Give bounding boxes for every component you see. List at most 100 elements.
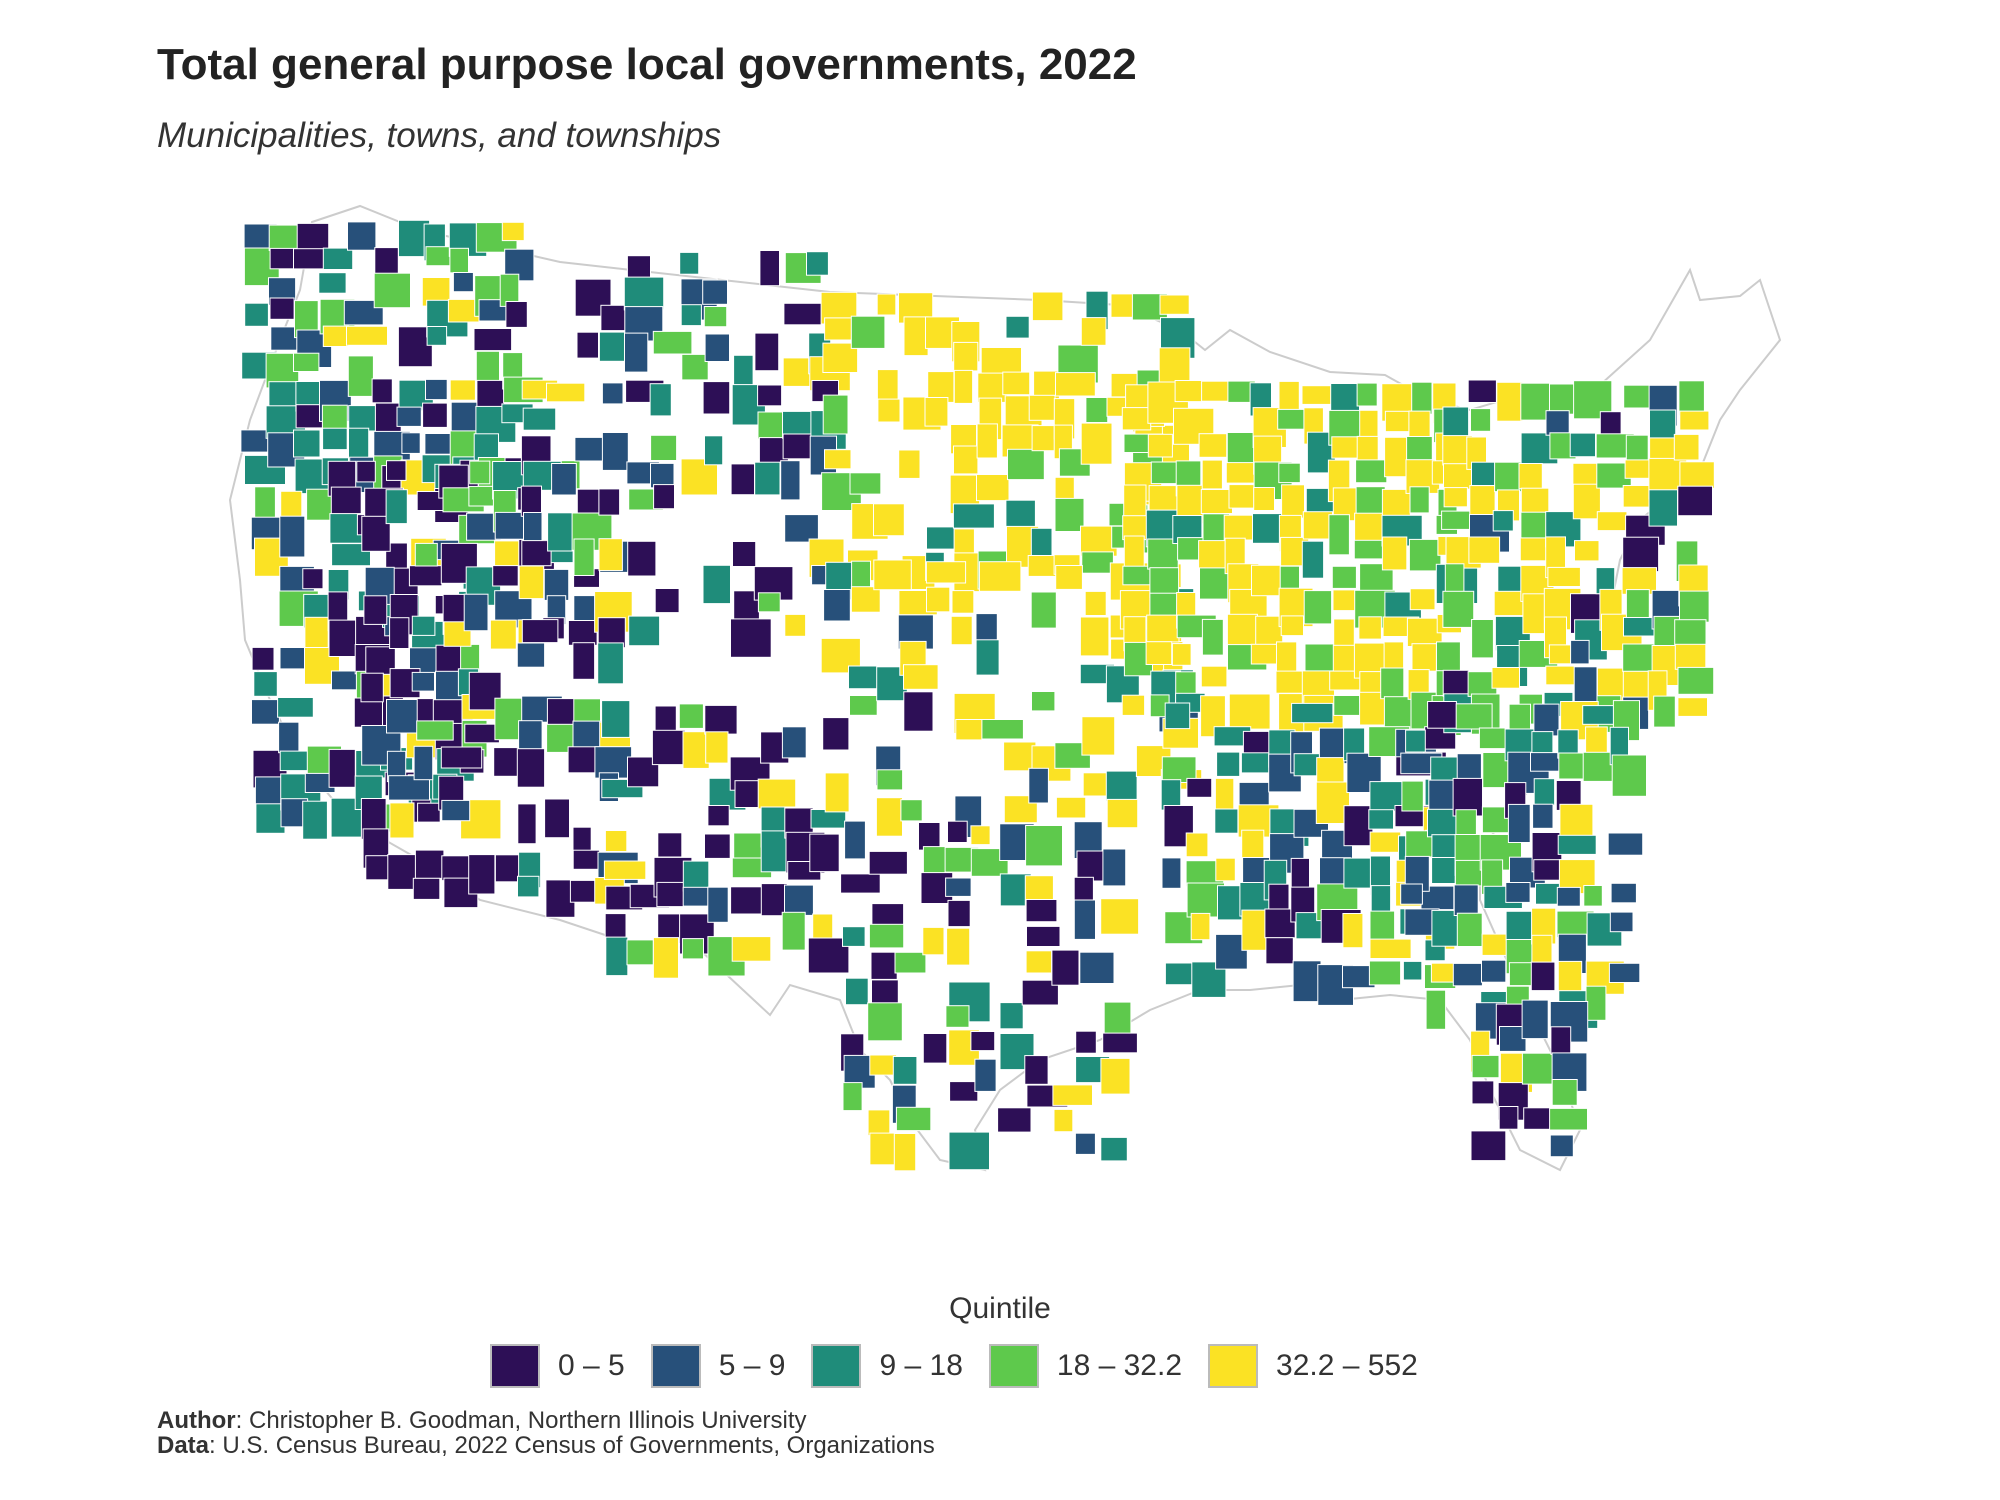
county-polygon [302, 800, 328, 840]
county-polygon [411, 671, 436, 692]
county-polygon [1648, 489, 1678, 527]
county-polygon [1469, 485, 1496, 516]
legend-item: 32.2 – 552 [1208, 1344, 1418, 1388]
county-polygon [1215, 857, 1236, 882]
county-polygon [1622, 536, 1660, 573]
author-label: Author [157, 1407, 236, 1434]
county-polygon [1583, 885, 1603, 907]
county-polygon [1599, 411, 1622, 436]
legend-label: 5 – 9 [718, 1349, 786, 1382]
county-polygon [1121, 407, 1152, 431]
county-polygon [1190, 912, 1211, 941]
county-polygon [868, 850, 908, 875]
county-polygon [1585, 985, 1607, 1021]
county-polygon [947, 820, 968, 844]
county-polygon [1102, 848, 1127, 887]
county-polygon [1302, 511, 1334, 540]
county-polygon [757, 778, 797, 810]
county-polygon [254, 486, 276, 522]
county-polygon [1251, 564, 1281, 597]
county-polygon [1533, 778, 1556, 806]
county-polygon [1028, 767, 1049, 804]
county-polygon [322, 325, 350, 348]
county-polygon [1431, 909, 1462, 947]
county-polygon [1574, 540, 1600, 562]
county-polygon [903, 664, 939, 690]
county-polygon [922, 1033, 948, 1064]
county-polygon [1191, 961, 1227, 998]
county-polygon [389, 802, 415, 839]
county-polygon [945, 1005, 970, 1028]
county-polygon [842, 926, 866, 947]
legend-label: 18 – 32.2 [1056, 1349, 1183, 1382]
county-polygon [1079, 951, 1115, 985]
county-polygon [953, 369, 974, 404]
county-polygon [1145, 641, 1173, 666]
county-polygon [970, 1031, 996, 1052]
county-polygon [1253, 487, 1275, 511]
county-polygon [948, 1131, 990, 1171]
county-polygon [1409, 486, 1430, 514]
county-polygon [425, 378, 448, 401]
county-polygon [680, 304, 702, 327]
county-polygon [463, 593, 489, 632]
county-polygon [900, 799, 923, 822]
county-polygon [651, 729, 686, 766]
county-polygon [401, 432, 421, 454]
county-polygon [1547, 566, 1581, 588]
county-polygon [1430, 962, 1456, 983]
county-polygon [417, 802, 441, 823]
county-polygon [1201, 459, 1223, 490]
county-polygon [895, 1106, 932, 1132]
county-polygon [1530, 961, 1556, 992]
county-polygon [331, 543, 372, 567]
county-polygon [945, 877, 972, 897]
county-polygon [1679, 410, 1710, 431]
county-polygon [1471, 1080, 1495, 1105]
county-polygon [1030, 591, 1057, 629]
county-polygon [733, 354, 754, 387]
county-polygon [452, 272, 474, 293]
county-polygon [1380, 667, 1405, 700]
county-polygon [1456, 912, 1483, 948]
county-polygon [1607, 832, 1644, 856]
county-polygon [1674, 643, 1707, 670]
county-polygon [572, 642, 596, 680]
county-polygon [1198, 433, 1228, 458]
county-polygon [1505, 910, 1533, 941]
county-polygon [279, 515, 306, 558]
county-polygon [1442, 590, 1475, 628]
county-polygon [412, 877, 441, 900]
county-polygon [601, 700, 631, 738]
county-polygon [1147, 538, 1179, 570]
county-polygon [1025, 825, 1063, 867]
county-polygon [253, 671, 278, 697]
county-polygon [624, 332, 649, 373]
county-polygon [702, 279, 729, 305]
legend-item: 0 – 5 [490, 1344, 625, 1388]
county-polygon [1054, 497, 1085, 532]
county-polygon [361, 515, 391, 552]
county-polygon [1491, 667, 1520, 689]
county-polygon [1080, 422, 1113, 465]
county-polygon [521, 619, 559, 644]
legend-swatch [490, 1344, 540, 1388]
county-polygon [1074, 1132, 1096, 1155]
county-polygon [1146, 614, 1180, 643]
county-polygon [1453, 884, 1479, 917]
county-polygon [576, 331, 599, 359]
county-polygon [1333, 695, 1361, 716]
county-polygon [1201, 618, 1224, 656]
county-polygon [946, 927, 971, 966]
county-polygon [517, 803, 537, 845]
county-polygon [707, 886, 729, 923]
county-polygon [1281, 484, 1305, 519]
county-polygon [754, 461, 781, 496]
county-polygon [1679, 461, 1715, 489]
county-polygon [251, 699, 280, 725]
county-polygon [1303, 590, 1333, 625]
county-polygon [1677, 666, 1715, 695]
county-polygon [1549, 1134, 1574, 1158]
county-polygon [1161, 857, 1182, 889]
county-polygon [679, 251, 700, 275]
